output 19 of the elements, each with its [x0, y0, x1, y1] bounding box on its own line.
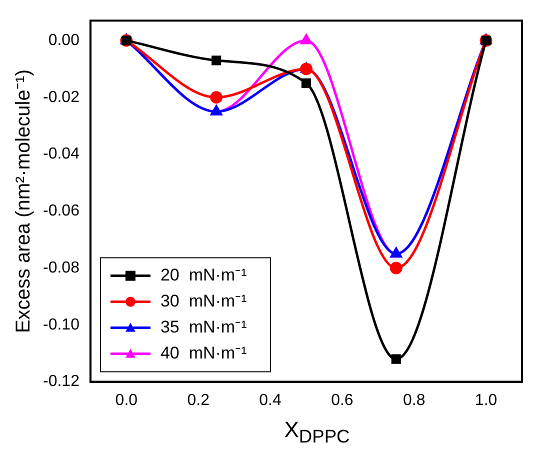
y-tick-label: 0.00 [48, 32, 80, 49]
x-tick-label: 0.2 [187, 392, 210, 409]
x-tick-label: 0.6 [331, 392, 354, 409]
y-tick-label: -0.02 [43, 88, 80, 106]
legend-label: 20 mN·m⁻¹ [160, 265, 248, 284]
legend-label: 30 mN·m⁻¹ [160, 291, 248, 310]
x-tick-label: 0.4 [259, 392, 282, 409]
y-axis-title: Excess area (nm²·molecule⁻¹) [12, 69, 35, 334]
legend-label: 40 mN·m⁻¹ [160, 343, 248, 362]
y-tick-label: -0.12 [43, 373, 80, 390]
y-tick-label: -0.06 [43, 202, 80, 220]
x-tick-label: 0.0 [115, 392, 138, 409]
x-tick-label: 0.8 [402, 392, 426, 409]
y-tick-label: -0.08 [43, 259, 80, 276]
y-tick-label: -0.04 [43, 146, 80, 163]
x-tick-label: 1.0 [474, 392, 498, 409]
legend-label: 35 mN·m⁻¹ [160, 317, 248, 336]
y-tick-label: -0.10 [43, 316, 80, 334]
x-axis-title: X$_{DPPC}$ [283, 416, 351, 447]
